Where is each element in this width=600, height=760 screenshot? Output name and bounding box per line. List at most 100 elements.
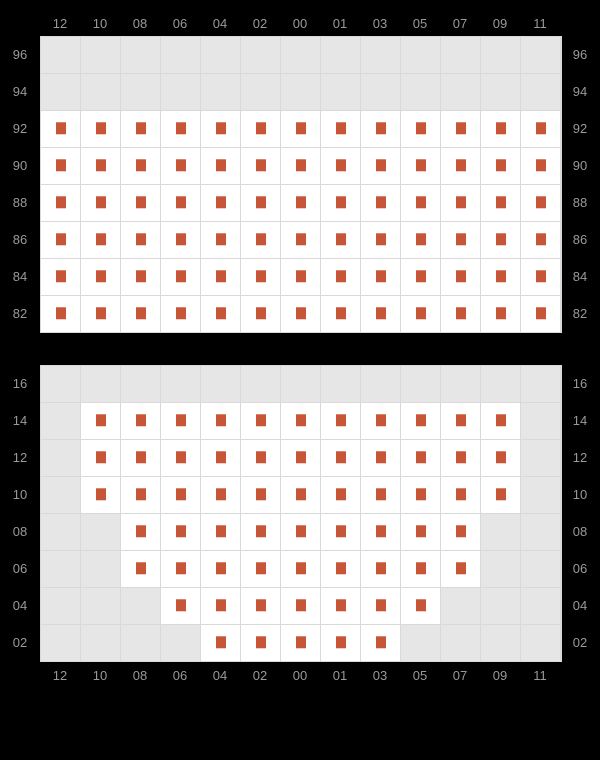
seat-cell[interactable]	[161, 222, 200, 258]
seat-cell[interactable]	[81, 148, 120, 184]
seat-cell[interactable]	[481, 440, 520, 476]
seat-cell[interactable]	[401, 296, 440, 332]
seat-cell[interactable]	[281, 588, 320, 624]
seat-cell[interactable]	[401, 148, 440, 184]
seat-cell[interactable]	[41, 111, 80, 147]
seat-cell[interactable]	[481, 477, 520, 513]
seat-cell[interactable]	[41, 148, 80, 184]
seat-cell[interactable]	[81, 477, 120, 513]
seat-cell[interactable]	[441, 148, 480, 184]
seat-cell[interactable]	[401, 111, 440, 147]
seat-cell[interactable]	[401, 222, 440, 258]
seat-cell[interactable]	[161, 440, 200, 476]
seat-cell[interactable]	[281, 514, 320, 550]
seat-cell[interactable]	[281, 259, 320, 295]
seat-cell[interactable]	[121, 111, 160, 147]
seat-cell[interactable]	[521, 259, 560, 295]
seat-cell[interactable]	[201, 185, 240, 221]
seat-cell[interactable]	[441, 222, 480, 258]
seat-cell[interactable]	[401, 514, 440, 550]
seat-cell[interactable]	[201, 440, 240, 476]
seat-cell[interactable]	[361, 551, 400, 587]
seat-cell[interactable]	[361, 588, 400, 624]
seat-cell[interactable]	[321, 514, 360, 550]
seat-cell[interactable]	[81, 440, 120, 476]
seat-cell[interactable]	[121, 296, 160, 332]
seat-cell[interactable]	[481, 403, 520, 439]
seat-cell[interactable]	[321, 477, 360, 513]
seat-cell[interactable]	[361, 148, 400, 184]
seat-cell[interactable]	[241, 111, 280, 147]
seat-cell[interactable]	[281, 477, 320, 513]
seat-cell[interactable]	[321, 185, 360, 221]
seat-cell[interactable]	[401, 440, 440, 476]
seat-cell[interactable]	[201, 403, 240, 439]
seat-cell[interactable]	[121, 259, 160, 295]
seat-cell[interactable]	[481, 148, 520, 184]
seat-cell[interactable]	[481, 222, 520, 258]
seat-cell[interactable]	[401, 403, 440, 439]
seat-cell[interactable]	[241, 185, 280, 221]
seat-cell[interactable]	[521, 148, 560, 184]
seat-cell[interactable]	[481, 185, 520, 221]
seat-cell[interactable]	[361, 625, 400, 661]
seat-cell[interactable]	[121, 477, 160, 513]
seat-cell[interactable]	[321, 551, 360, 587]
seat-cell[interactable]	[321, 588, 360, 624]
seat-cell[interactable]	[41, 259, 80, 295]
seat-cell[interactable]	[441, 185, 480, 221]
seat-cell[interactable]	[241, 514, 280, 550]
seat-cell[interactable]	[361, 514, 400, 550]
seat-cell[interactable]	[521, 111, 560, 147]
seat-cell[interactable]	[361, 259, 400, 295]
seat-cell[interactable]	[81, 296, 120, 332]
seat-cell[interactable]	[521, 296, 560, 332]
seat-cell[interactable]	[281, 625, 320, 661]
seat-cell[interactable]	[321, 148, 360, 184]
seat-cell[interactable]	[361, 111, 400, 147]
seat-cell[interactable]	[121, 440, 160, 476]
seat-cell[interactable]	[401, 477, 440, 513]
seat-cell[interactable]	[441, 440, 480, 476]
seat-cell[interactable]	[281, 296, 320, 332]
seat-cell[interactable]	[161, 514, 200, 550]
seat-cell[interactable]	[41, 296, 80, 332]
seat-cell[interactable]	[201, 296, 240, 332]
seat-cell[interactable]	[281, 111, 320, 147]
seat-cell[interactable]	[201, 477, 240, 513]
seat-cell[interactable]	[201, 259, 240, 295]
seat-cell[interactable]	[241, 625, 280, 661]
seat-cell[interactable]	[441, 403, 480, 439]
seat-cell[interactable]	[281, 551, 320, 587]
seat-cell[interactable]	[441, 296, 480, 332]
seat-cell[interactable]	[241, 440, 280, 476]
seat-cell[interactable]	[241, 222, 280, 258]
seat-cell[interactable]	[401, 588, 440, 624]
seat-cell[interactable]	[121, 148, 160, 184]
seat-cell[interactable]	[441, 111, 480, 147]
seat-cell[interactable]	[481, 296, 520, 332]
seat-cell[interactable]	[121, 551, 160, 587]
seat-cell[interactable]	[361, 477, 400, 513]
seat-cell[interactable]	[81, 222, 120, 258]
seat-cell[interactable]	[521, 222, 560, 258]
seat-cell[interactable]	[361, 296, 400, 332]
seat-cell[interactable]	[481, 111, 520, 147]
seat-cell[interactable]	[441, 259, 480, 295]
seat-cell[interactable]	[401, 551, 440, 587]
seat-cell[interactable]	[161, 111, 200, 147]
seat-cell[interactable]	[401, 259, 440, 295]
seat-cell[interactable]	[121, 222, 160, 258]
seat-cell[interactable]	[241, 477, 280, 513]
seat-cell[interactable]	[201, 588, 240, 624]
seat-cell[interactable]	[81, 259, 120, 295]
seat-cell[interactable]	[481, 259, 520, 295]
seat-cell[interactable]	[121, 185, 160, 221]
seat-cell[interactable]	[321, 111, 360, 147]
seat-cell[interactable]	[281, 440, 320, 476]
seat-cell[interactable]	[241, 588, 280, 624]
seat-cell[interactable]	[321, 440, 360, 476]
seat-cell[interactable]	[201, 148, 240, 184]
seat-cell[interactable]	[201, 514, 240, 550]
seat-cell[interactable]	[241, 551, 280, 587]
